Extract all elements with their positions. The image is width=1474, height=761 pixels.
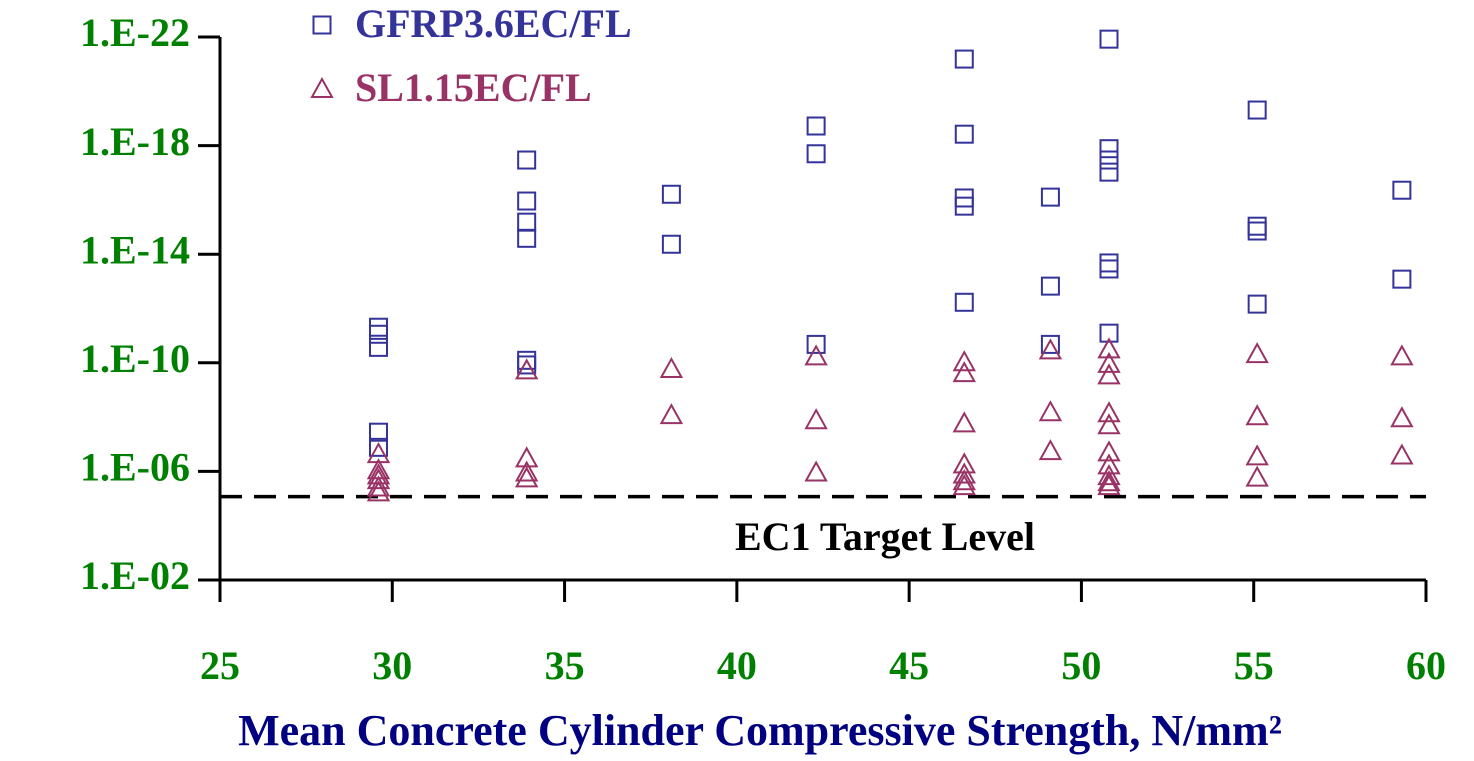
triangle-marker bbox=[952, 361, 976, 383]
y-tick-label: 1.E-10 bbox=[80, 336, 190, 381]
triangle-marker bbox=[1245, 404, 1269, 426]
square-marker bbox=[1247, 294, 1267, 314]
square-marker bbox=[1099, 29, 1119, 49]
triangle-marker bbox=[1097, 401, 1121, 423]
square-marker bbox=[806, 334, 826, 354]
triangle-marker bbox=[659, 403, 684, 425]
y-tick-label: 1.E-06 bbox=[80, 445, 190, 490]
triangle-marker bbox=[1097, 470, 1121, 492]
x-axis-label: Mean Concrete Cylinder Compressive Stren… bbox=[238, 706, 1282, 755]
y-tick-label: 1.E-22 bbox=[80, 10, 190, 55]
square-marker bbox=[369, 337, 389, 357]
triangle-marker bbox=[1097, 440, 1121, 462]
square-marker bbox=[1099, 259, 1119, 279]
square-marker bbox=[1099, 139, 1119, 159]
x-tick-label: 40 bbox=[717, 643, 757, 688]
triangle-marker bbox=[952, 462, 976, 484]
triangle-marker bbox=[952, 350, 976, 372]
triangle-marker bbox=[1097, 351, 1121, 373]
square-marker bbox=[312, 15, 332, 35]
y-tick-label: 1.E-18 bbox=[80, 119, 190, 164]
triangle-marker bbox=[514, 466, 539, 488]
square-marker bbox=[517, 228, 537, 248]
square-marker bbox=[1247, 100, 1267, 120]
square-marker bbox=[517, 212, 537, 232]
square-marker bbox=[954, 196, 974, 216]
annotation: EC1 Target Level bbox=[735, 514, 1035, 559]
square-marker bbox=[1099, 323, 1119, 343]
legend-label: SL1.15EC/FL bbox=[355, 65, 592, 110]
x-tick-label: 60 bbox=[1406, 643, 1446, 688]
square-marker bbox=[1040, 187, 1060, 207]
square-marker bbox=[661, 184, 681, 204]
x-tick-label: 55 bbox=[1234, 643, 1274, 688]
triangle-marker bbox=[514, 358, 539, 380]
triangle-marker bbox=[1097, 337, 1121, 359]
square-marker bbox=[806, 144, 826, 164]
square-marker bbox=[369, 437, 389, 457]
square-marker bbox=[369, 324, 389, 344]
triangle-marker bbox=[1245, 444, 1269, 466]
triangle-marker bbox=[310, 76, 334, 98]
triangle-marker bbox=[514, 460, 539, 482]
square-marker bbox=[369, 422, 389, 442]
triangle-marker bbox=[659, 356, 684, 379]
triangle-marker bbox=[1097, 363, 1121, 385]
triangle-marker bbox=[1097, 413, 1121, 435]
square-marker bbox=[661, 234, 681, 254]
triangle-marker bbox=[1390, 406, 1414, 428]
square-marker bbox=[806, 116, 826, 136]
triangle-marker bbox=[952, 411, 976, 433]
square-marker bbox=[517, 355, 537, 375]
x-tick-label: 45 bbox=[889, 643, 929, 688]
x-tick-label: 25 bbox=[200, 643, 240, 688]
square-marker bbox=[1392, 180, 1412, 200]
y-tick-label: 1.E-02 bbox=[80, 553, 190, 598]
triangle-marker bbox=[366, 468, 391, 490]
square-marker bbox=[1247, 216, 1267, 236]
triangle-marker bbox=[1245, 465, 1269, 487]
x-tick-label: 50 bbox=[1061, 643, 1101, 688]
triangle-marker bbox=[1245, 342, 1269, 364]
triangle-marker bbox=[366, 480, 391, 502]
square-marker bbox=[954, 49, 974, 69]
triangle-marker bbox=[366, 475, 391, 497]
square-marker bbox=[1040, 276, 1060, 296]
square-marker bbox=[954, 292, 974, 312]
square-marker bbox=[517, 150, 537, 170]
square-marker bbox=[1247, 221, 1267, 241]
x-tick-label: 35 bbox=[545, 643, 585, 688]
square-marker bbox=[1099, 162, 1119, 182]
x-tick-label: 30 bbox=[372, 643, 412, 688]
square-marker bbox=[1099, 253, 1119, 273]
triangle-marker bbox=[1390, 344, 1414, 366]
triangle-marker bbox=[1390, 443, 1414, 465]
triangle-marker bbox=[952, 469, 976, 491]
triangle-marker bbox=[1038, 338, 1063, 360]
square-marker bbox=[1099, 150, 1119, 170]
y-tick-label: 1.E-14 bbox=[80, 227, 190, 272]
legend-label: GFRP3.6EC/FL bbox=[355, 1, 632, 46]
square-marker bbox=[954, 124, 974, 144]
triangle-marker bbox=[1097, 464, 1121, 486]
square-marker bbox=[517, 191, 537, 211]
triangle-marker bbox=[1038, 439, 1063, 461]
triangle-marker bbox=[804, 460, 828, 482]
triangle-marker bbox=[1038, 400, 1063, 422]
square-marker bbox=[1392, 269, 1412, 289]
triangle-marker bbox=[1097, 474, 1121, 496]
square-marker bbox=[369, 317, 389, 337]
square-marker bbox=[1040, 334, 1060, 354]
triangle-marker bbox=[952, 474, 976, 496]
triangle-marker bbox=[804, 408, 828, 430]
triangle-marker bbox=[804, 344, 828, 366]
